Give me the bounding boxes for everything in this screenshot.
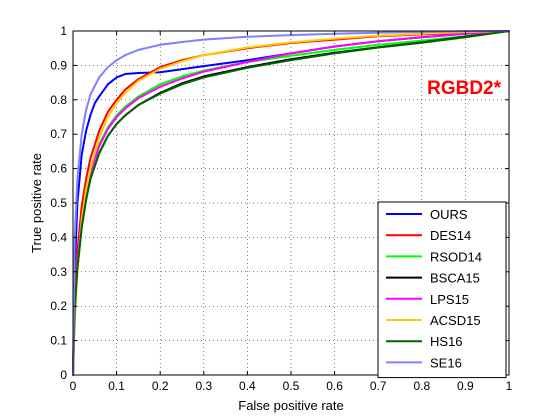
y-tick-label: 0.1 (50, 334, 67, 348)
legend-label-ours: OURS (430, 207, 468, 222)
x-tick-label: 0.7 (370, 379, 387, 393)
x-tick-label: 0.5 (283, 379, 300, 393)
x-tick-label: 0.3 (195, 379, 212, 393)
y-tick-label: 1 (60, 24, 67, 38)
x-tick-label: 0.9 (457, 379, 474, 393)
legend: OURS DES14 RSOD14 BSCA15 LPS15 ACSD15 HS16 SE16 (377, 201, 507, 379)
legend-label-rsod14: RSOD14 (430, 249, 482, 264)
y-tick-label: 0.4 (50, 230, 67, 244)
series-line-se16 (72, 30, 510, 376)
x-tick-label: 0.1 (108, 379, 125, 393)
x-tick-label: 0.2 (152, 379, 169, 393)
y-tick-label: 0.6 (50, 162, 67, 176)
y-tick-label: 0.3 (50, 265, 67, 279)
series-line-hs16 (72, 30, 510, 376)
y-tick-label: 0 (60, 368, 67, 382)
legend-label-se16: SE16 (430, 355, 462, 370)
legend-label-bsca15: BSCA15 (430, 271, 480, 286)
y-tick-label: 0.2 (50, 299, 67, 313)
legend-box (377, 201, 507, 379)
legend-label-lps15: LPS15 (430, 292, 469, 307)
legend-label-acsd15: ACSD15 (430, 313, 481, 328)
y-tick-label: 0.5 (50, 196, 67, 210)
y-tick-label: 0.9 (50, 58, 67, 72)
x-tick-label: 0.4 (239, 379, 256, 393)
x-axis-label: False positive rate (238, 398, 344, 413)
legend-label-des14: DES14 (430, 228, 471, 243)
legend-label-hs16: HS16 (430, 334, 463, 349)
y-axis-label: True positive rate (29, 153, 44, 253)
series-lines (72, 30, 510, 376)
y-tick-label: 0.8 (50, 93, 67, 107)
series-line-acsd15 (72, 30, 510, 376)
x-tick-label: 0.6 (326, 379, 343, 393)
x-tick-label: 0.8 (413, 379, 430, 393)
x-tick-label: 1 (506, 379, 513, 393)
axis-ticks: 0 0.1 0.2 0.3 0.4 0.5 0.6 0.7 0.8 0.9 1 0 0.1 0.2 0.3 0… (50, 24, 512, 393)
x-tick-label: 0 (70, 379, 77, 393)
dataset-annotation: RGBD2* (427, 78, 502, 99)
y-tick-label: 0.7 (50, 127, 67, 141)
